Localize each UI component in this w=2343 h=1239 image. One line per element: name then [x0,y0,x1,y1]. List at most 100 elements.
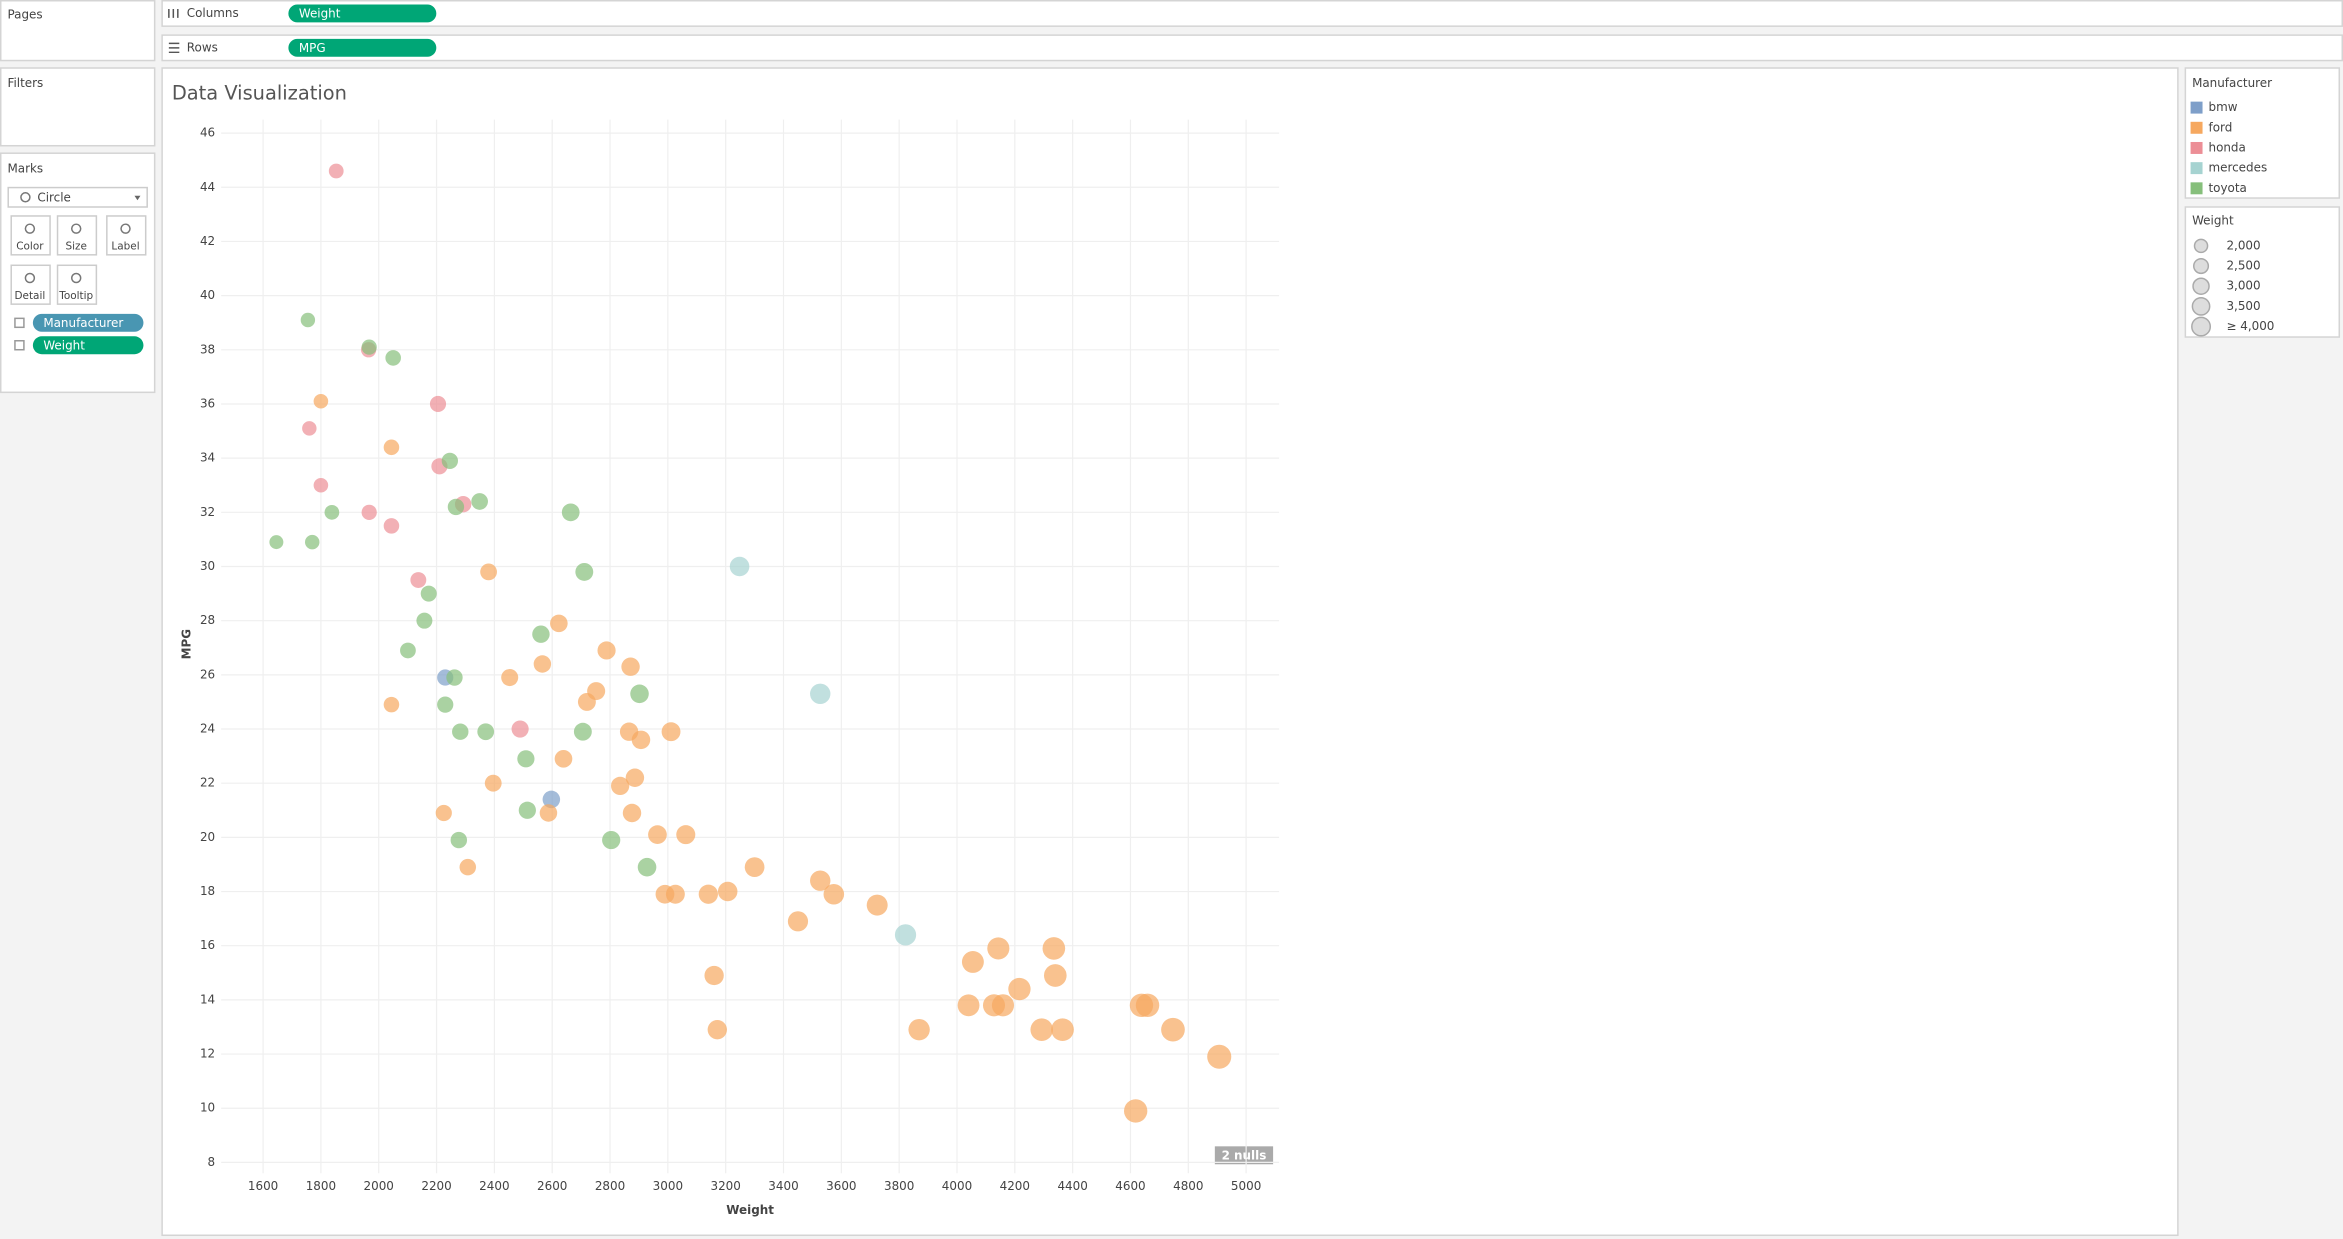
marks-pill[interactable] [32,313,144,332]
data-point[interactable] [630,684,649,704]
data-point[interactable] [698,884,718,904]
data-point[interactable] [707,1020,727,1040]
data-point[interactable] [324,504,340,520]
data-point[interactable] [501,669,519,687]
data-point[interactable] [518,801,536,819]
data-point[interactable] [991,994,1015,1017]
marks-pill[interactable] [32,336,144,355]
data-point[interactable] [446,669,463,686]
data-point[interactable] [416,612,433,629]
x-axis-label: Weight [726,1203,774,1217]
data-point[interactable] [1042,937,1066,960]
data-point[interactable] [961,951,984,973]
data-point[interactable] [410,572,427,588]
data-point[interactable] [313,393,329,409]
data-point[interactable] [573,722,592,741]
mark-button[interactable] [10,264,51,305]
data-point[interactable] [441,452,458,470]
nulls-badge[interactable] [1214,1146,1274,1165]
data-point[interactable] [517,750,535,768]
data-point[interactable] [542,790,561,809]
rows-pill[interactable] [288,38,437,57]
data-point[interactable] [313,477,329,493]
data-point[interactable] [459,858,477,876]
data-point[interactable] [437,696,454,713]
data-point[interactable] [621,657,640,676]
data-point[interactable] [1030,1018,1053,1041]
data-point[interactable] [602,830,621,850]
mark-type-dropdown[interactable] [7,186,148,208]
data-point[interactable] [1161,1017,1185,1042]
data-point[interactable] [533,655,552,673]
data-point[interactable] [665,884,685,904]
data-point[interactable] [561,503,580,522]
data-point[interactable] [539,804,558,822]
data-point[interactable] [744,857,765,878]
data-point[interactable] [304,534,320,550]
data-point[interactable] [810,870,831,891]
data-point[interactable] [575,562,594,581]
data-point[interactable] [908,1018,930,1041]
mark-button[interactable] [56,264,98,305]
data-point[interactable] [597,641,616,660]
data-point[interactable] [729,556,750,577]
data-point[interactable] [480,563,497,581]
mark-button-icon [24,223,36,234]
data-point[interactable] [550,614,568,633]
data-point[interactable] [648,825,667,845]
data-point[interactable] [300,312,316,328]
data-point[interactable] [577,692,596,711]
mark-button[interactable] [56,215,98,256]
data-point[interactable] [1207,1044,1232,1069]
data-point[interactable] [1051,1018,1074,1042]
data-point[interactable] [787,911,809,932]
data-point[interactable] [1008,977,1031,1001]
mark-button[interactable] [10,215,51,256]
data-point[interactable] [383,696,400,713]
data-point[interactable] [554,749,573,768]
data-point[interactable] [420,585,437,602]
data-point[interactable] [477,723,495,741]
marks-pill-text: Weight [43,338,85,352]
mark-button[interactable] [106,215,147,256]
data-point[interactable] [1123,1099,1148,1123]
data-point[interactable] [894,924,917,946]
nulls-badge-text: 2 nulls [1222,1149,1267,1163]
data-point[interactable] [484,774,502,792]
data-point[interactable] [429,395,447,413]
data-point[interactable] [625,768,645,788]
data-point[interactable] [661,722,681,742]
data-point[interactable] [450,831,468,849]
data-point[interactable] [637,857,657,877]
data-point[interactable] [269,535,284,550]
data-point[interactable] [1135,993,1160,1018]
data-point[interactable] [385,350,401,366]
legend-swatch [2190,141,2203,154]
data-point[interactable] [987,937,1010,960]
data-point[interactable] [302,421,317,436]
data-point[interactable] [631,730,651,750]
data-point[interactable] [328,163,344,179]
data-point[interactable] [452,723,469,740]
data-point[interactable] [447,498,465,516]
data-point[interactable] [383,518,400,534]
data-point[interactable] [704,965,724,986]
data-point[interactable] [361,339,377,355]
columns-pill[interactable] [288,4,437,23]
data-point[interactable] [622,803,642,823]
data-point[interactable] [1043,964,1067,987]
data-point[interactable] [717,881,738,902]
data-point[interactable] [957,994,980,1017]
data-point[interactable] [361,504,377,520]
data-point[interactable] [383,439,400,456]
data-point[interactable] [471,493,488,510]
data-point[interactable] [511,720,529,738]
data-point[interactable] [400,642,416,659]
data-point[interactable] [435,804,452,822]
data-point[interactable] [810,683,831,705]
data-point[interactable] [611,776,630,796]
data-point[interactable] [866,894,888,916]
data-point[interactable] [676,825,696,845]
data-point[interactable] [823,883,845,905]
data-point[interactable] [532,625,550,643]
